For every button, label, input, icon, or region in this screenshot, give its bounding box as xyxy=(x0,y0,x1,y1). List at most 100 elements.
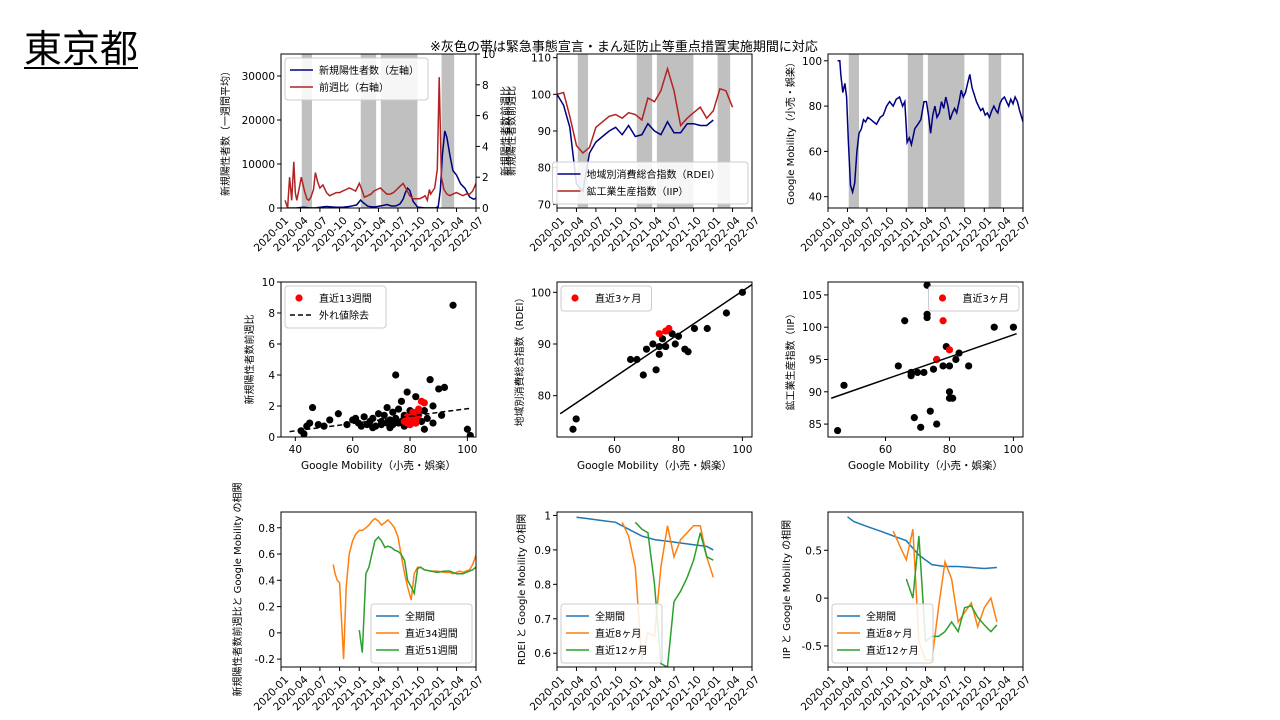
series-line xyxy=(905,535,998,643)
data-point xyxy=(403,419,411,427)
data-point xyxy=(351,414,360,422)
y-tick-label: 80 xyxy=(538,163,551,175)
legend-label: 全期間 xyxy=(405,610,435,623)
data-point xyxy=(308,403,317,412)
data-point xyxy=(369,414,377,422)
y-tick-label: 0.2 xyxy=(258,602,275,614)
legend-frame xyxy=(560,603,663,664)
y-axis-label: Google Mobility（小売・娯楽） xyxy=(784,57,797,205)
y-tick-label: 0.8 xyxy=(534,579,551,591)
y-tick-label: 100 xyxy=(531,287,551,299)
data-point xyxy=(668,330,676,338)
data-point xyxy=(326,416,334,424)
y-tick-label: 80 xyxy=(809,101,822,113)
legend-label: 地域別消費総合指数（RDEI） xyxy=(587,168,721,181)
x-tick-label: 80 xyxy=(672,444,685,456)
y-axis-label: 新規陽性者数前週比と Google Mobility の相関 xyxy=(231,482,244,696)
legend-label: 直近8ヶ月 xyxy=(595,627,641,640)
plot-area xyxy=(289,301,474,437)
legend-label: 直近12ヶ月 xyxy=(595,644,648,657)
y-tick-label: 0.4 xyxy=(258,575,275,587)
data-point xyxy=(449,301,457,309)
x-tick-label: 60 xyxy=(608,444,621,456)
data-point xyxy=(901,317,909,325)
data-point xyxy=(420,407,428,415)
series-line xyxy=(837,60,1023,195)
data-point xyxy=(917,423,925,431)
data-point xyxy=(435,385,443,393)
x-tick-label: 80 xyxy=(403,444,416,456)
shaded-band xyxy=(848,54,860,208)
data-point xyxy=(415,405,423,413)
y-tick-label: 0 xyxy=(268,203,275,215)
legend-frame xyxy=(552,161,749,205)
data-point xyxy=(334,410,342,418)
data-point xyxy=(626,355,635,364)
y-tick-label: 95 xyxy=(809,355,822,367)
x-axis-label: Google Mobility（小売・娯楽） xyxy=(301,459,456,472)
legend: 直近3ヶ月 xyxy=(928,285,1020,312)
data-point xyxy=(314,421,322,429)
x-axis-label: Google Mobility（小売・娯楽） xyxy=(577,459,732,472)
data-point xyxy=(392,371,400,379)
y-tick-label: 90 xyxy=(538,126,551,138)
y-axis-label: 新規陽性者数前週比 xyxy=(243,315,256,405)
data-point xyxy=(463,425,471,433)
data-point xyxy=(990,323,998,331)
data-point xyxy=(383,403,391,412)
y-tick-label: 105 xyxy=(802,290,822,302)
page-title: 東京都 xyxy=(24,27,139,71)
y-tick-label: 60 xyxy=(809,146,822,158)
series-line xyxy=(284,77,476,208)
y-tick-label: 100 xyxy=(802,56,822,68)
series-line xyxy=(634,521,714,667)
data-point xyxy=(389,421,397,429)
plot-area xyxy=(559,283,752,433)
y-tick-label: 8 xyxy=(268,308,275,320)
legend-label: 鉱工業生産指数（IIP） xyxy=(587,185,689,198)
data-point xyxy=(929,365,938,373)
plot-area xyxy=(332,517,476,660)
data-point xyxy=(952,355,960,364)
data-point xyxy=(949,394,957,402)
shaded-band xyxy=(988,54,1002,208)
data-point xyxy=(423,414,431,422)
y-right-tick-label: 4 xyxy=(482,141,489,153)
data-point xyxy=(306,419,314,427)
data-point xyxy=(939,362,947,370)
x-tick-label: 100 xyxy=(732,444,752,456)
series-line xyxy=(287,130,476,208)
legend-frame xyxy=(831,603,934,664)
data-point xyxy=(377,421,385,429)
y-tick-label: 85 xyxy=(809,419,822,431)
data-point xyxy=(655,350,663,358)
y-tick-label: 30000 xyxy=(242,71,275,83)
series-line xyxy=(621,521,715,661)
data-point xyxy=(642,345,651,353)
data-point xyxy=(684,348,692,356)
data-point xyxy=(357,422,365,430)
x-tick-label: 100 xyxy=(1003,444,1023,456)
data-point xyxy=(412,393,420,401)
x-tick-label: 80 xyxy=(943,444,956,456)
data-point xyxy=(671,340,679,348)
y-tick-label: 2 xyxy=(268,401,275,413)
y-tick-label: 0.8 xyxy=(258,523,275,535)
data-point xyxy=(910,414,918,422)
y-right-tick-label: 10 xyxy=(482,49,495,61)
legend-label: 前週比（右軸） xyxy=(319,81,389,94)
legend-marker xyxy=(571,294,579,302)
data-point xyxy=(945,388,954,396)
y-tick-label: 110 xyxy=(531,53,551,65)
shaded-band xyxy=(577,54,589,208)
y-right-axis-label: 新規陽性者数前週比 xyxy=(499,86,512,176)
data-point xyxy=(920,368,928,377)
series-line xyxy=(847,516,997,570)
data-point xyxy=(907,372,915,380)
legend-marker xyxy=(295,294,303,302)
y-tick-label: 80 xyxy=(538,391,551,403)
legend-frame xyxy=(370,603,473,664)
